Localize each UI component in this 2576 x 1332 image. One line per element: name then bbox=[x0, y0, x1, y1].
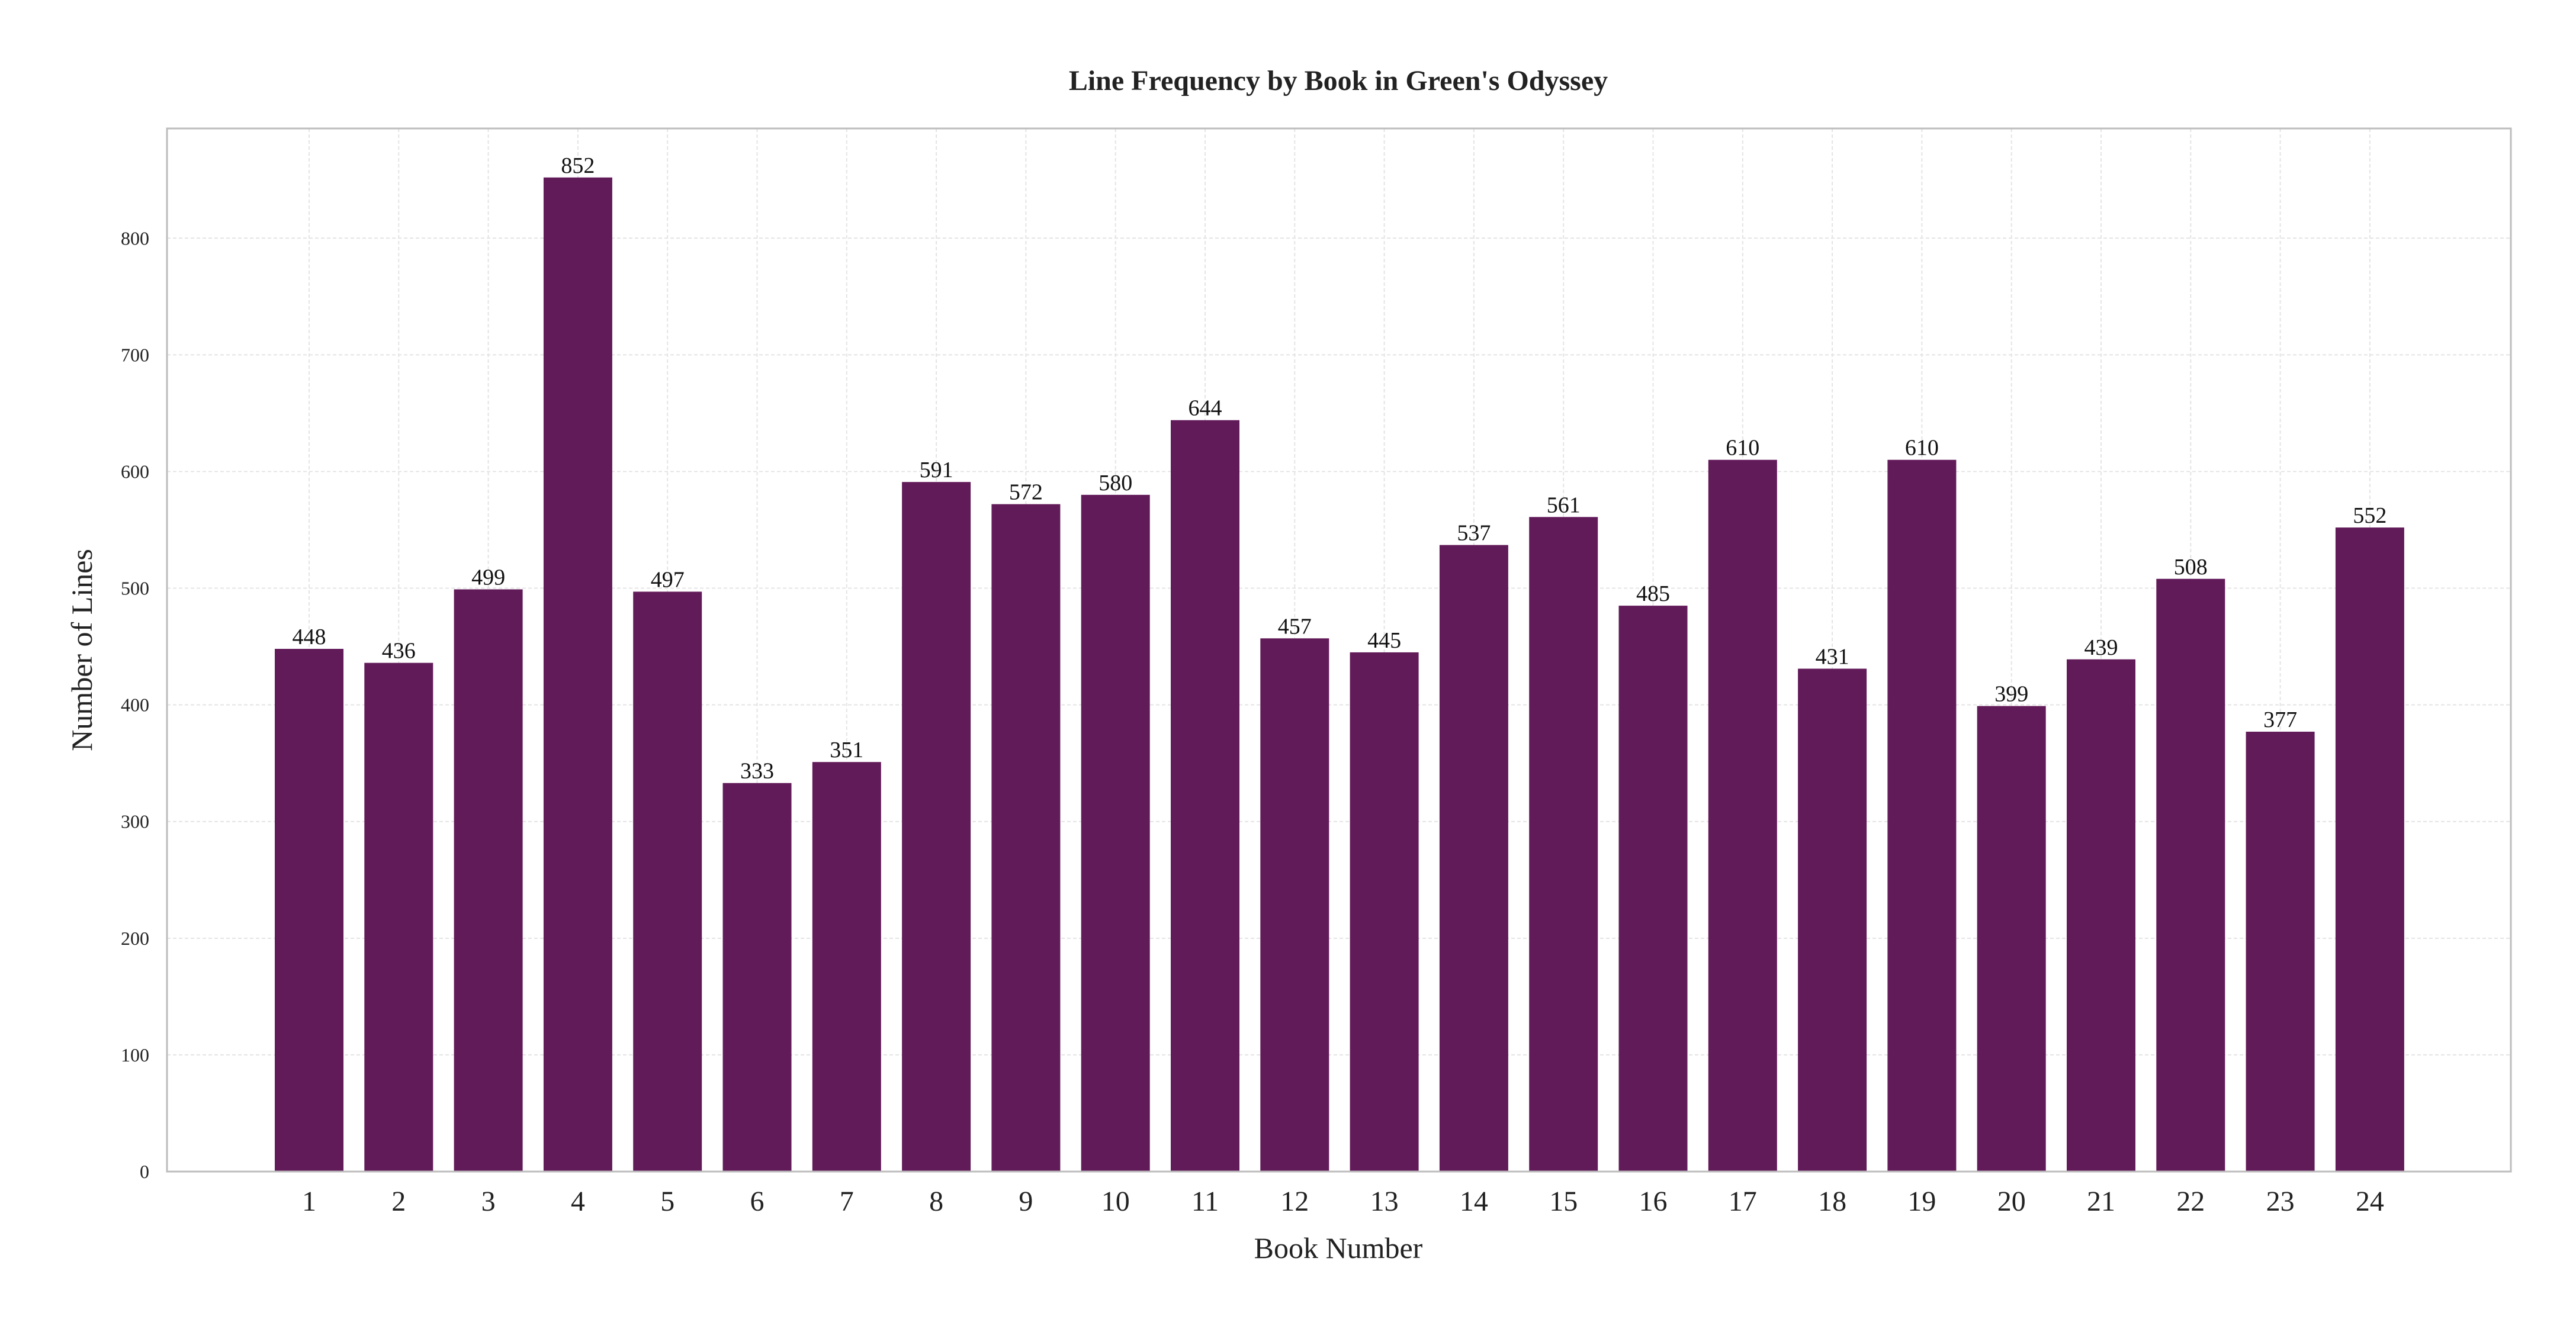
x-tick-label: 17 bbox=[1729, 1186, 1757, 1217]
x-tick-label: 10 bbox=[1101, 1186, 1130, 1217]
bar bbox=[991, 504, 1061, 1172]
x-tick-label: 7 bbox=[840, 1186, 854, 1217]
y-tick-label: 100 bbox=[121, 1044, 149, 1066]
bar bbox=[1171, 420, 1239, 1172]
x-tick-label: 3 bbox=[481, 1186, 496, 1217]
x-tick-label: 15 bbox=[1549, 1186, 1578, 1217]
bar-value-label: 591 bbox=[920, 458, 953, 482]
data-labels: 448 436 499 852 497 333 351 591 572 580 644 457 445 5… bbox=[293, 153, 2387, 784]
x-tick-label: 19 bbox=[1907, 1186, 1936, 1217]
bar-value-label: 610 bbox=[1905, 436, 1939, 461]
bar bbox=[1708, 459, 1777, 1172]
bar bbox=[454, 589, 523, 1172]
bar-value-label: 499 bbox=[471, 565, 505, 590]
bar-value-label: 537 bbox=[1457, 521, 1491, 546]
x-tick-label: 1 bbox=[302, 1186, 316, 1217]
chart-title: Line Frequency by Book in Green's Odysse… bbox=[1069, 65, 1608, 96]
y-tick-label: 200 bbox=[121, 928, 149, 949]
bar bbox=[2156, 578, 2225, 1172]
y-tick-label: 500 bbox=[121, 578, 149, 599]
bar bbox=[275, 649, 343, 1172]
bar-value-label: 572 bbox=[1009, 480, 1043, 505]
bar-value-label: 439 bbox=[2084, 635, 2118, 660]
bar-value-label: 580 bbox=[1099, 471, 1132, 496]
x-tick-label: 20 bbox=[1997, 1186, 2026, 1217]
bar-value-label: 485 bbox=[1636, 581, 1670, 606]
x-tick-label: 8 bbox=[929, 1186, 943, 1217]
bar-value-label: 431 bbox=[1816, 645, 1849, 670]
y-tick-label: 600 bbox=[121, 461, 149, 482]
x-axis-label: Book Number bbox=[1254, 1231, 1423, 1265]
bar-value-label: 436 bbox=[382, 639, 416, 664]
bar bbox=[902, 482, 971, 1172]
bar-value-label: 457 bbox=[1278, 614, 1312, 639]
x-tick-label: 2 bbox=[391, 1186, 406, 1217]
bar-value-label: 552 bbox=[2353, 503, 2387, 528]
bar bbox=[1887, 459, 1957, 1172]
bar-value-label: 644 bbox=[1189, 396, 1222, 421]
bar bbox=[1260, 638, 1329, 1172]
bar-value-label: 399 bbox=[1994, 682, 2028, 707]
x-tick-label: 24 bbox=[2356, 1186, 2384, 1217]
bar bbox=[2067, 659, 2135, 1172]
bar-value-label: 497 bbox=[651, 567, 685, 592]
bar bbox=[2335, 527, 2404, 1172]
bar bbox=[1977, 706, 2046, 1172]
bar-value-label: 448 bbox=[293, 625, 326, 649]
bar bbox=[812, 762, 881, 1172]
y-tick-label: 0 bbox=[140, 1161, 149, 1182]
bar-value-label: 561 bbox=[1547, 493, 1581, 517]
y-tick-label: 700 bbox=[121, 344, 149, 365]
x-tick-label: 22 bbox=[2176, 1186, 2205, 1217]
x-tick-label: 23 bbox=[2266, 1186, 2295, 1217]
bar-value-label: 508 bbox=[2174, 555, 2208, 580]
bar bbox=[1439, 545, 1508, 1172]
bars bbox=[275, 177, 2404, 1172]
bar-value-label: 377 bbox=[2263, 707, 2297, 732]
y-tick-label: 800 bbox=[121, 227, 149, 249]
bar bbox=[1081, 494, 1150, 1172]
bar-value-label: 351 bbox=[830, 738, 863, 762]
bar bbox=[2246, 731, 2315, 1172]
x-tick-label: 13 bbox=[1370, 1186, 1399, 1217]
x-tick-label: 16 bbox=[1639, 1186, 1668, 1217]
x-tick-label: 18 bbox=[1818, 1186, 1846, 1217]
bar bbox=[1529, 517, 1598, 1172]
bar-value-label: 333 bbox=[740, 759, 774, 784]
x-axis-ticks: 1 2 3 4 5 6 7 8 9 10 11 12 13 14 15 16 17 18 19 20 21 22 23 24 bbox=[302, 1186, 2384, 1217]
bar bbox=[364, 662, 433, 1172]
bar bbox=[722, 783, 792, 1172]
bar bbox=[1618, 606, 1688, 1172]
x-tick-label: 5 bbox=[660, 1186, 674, 1217]
x-tick-label: 4 bbox=[571, 1186, 585, 1217]
x-tick-label: 11 bbox=[1191, 1186, 1219, 1217]
y-axis-ticks: 0 100 200 300 400 500 600 700 800 bbox=[121, 227, 149, 1182]
bar bbox=[633, 591, 702, 1172]
bar-value-label: 445 bbox=[1367, 628, 1401, 653]
bar bbox=[543, 177, 612, 1172]
bar bbox=[1798, 668, 1867, 1172]
x-tick-label: 6 bbox=[750, 1186, 765, 1217]
x-tick-label: 14 bbox=[1460, 1186, 1488, 1217]
bar-value-label: 610 bbox=[1726, 436, 1759, 461]
y-tick-label: 300 bbox=[121, 811, 149, 832]
x-tick-label: 9 bbox=[1019, 1186, 1033, 1217]
bar bbox=[1350, 652, 1419, 1172]
y-tick-label: 400 bbox=[121, 694, 149, 716]
x-tick-label: 12 bbox=[1280, 1186, 1309, 1217]
bar-value-label: 852 bbox=[561, 153, 595, 178]
plot-area-frame bbox=[166, 127, 2512, 1173]
x-tick-label: 21 bbox=[2087, 1186, 2115, 1217]
y-axis-label: Number of Lines bbox=[65, 549, 98, 751]
